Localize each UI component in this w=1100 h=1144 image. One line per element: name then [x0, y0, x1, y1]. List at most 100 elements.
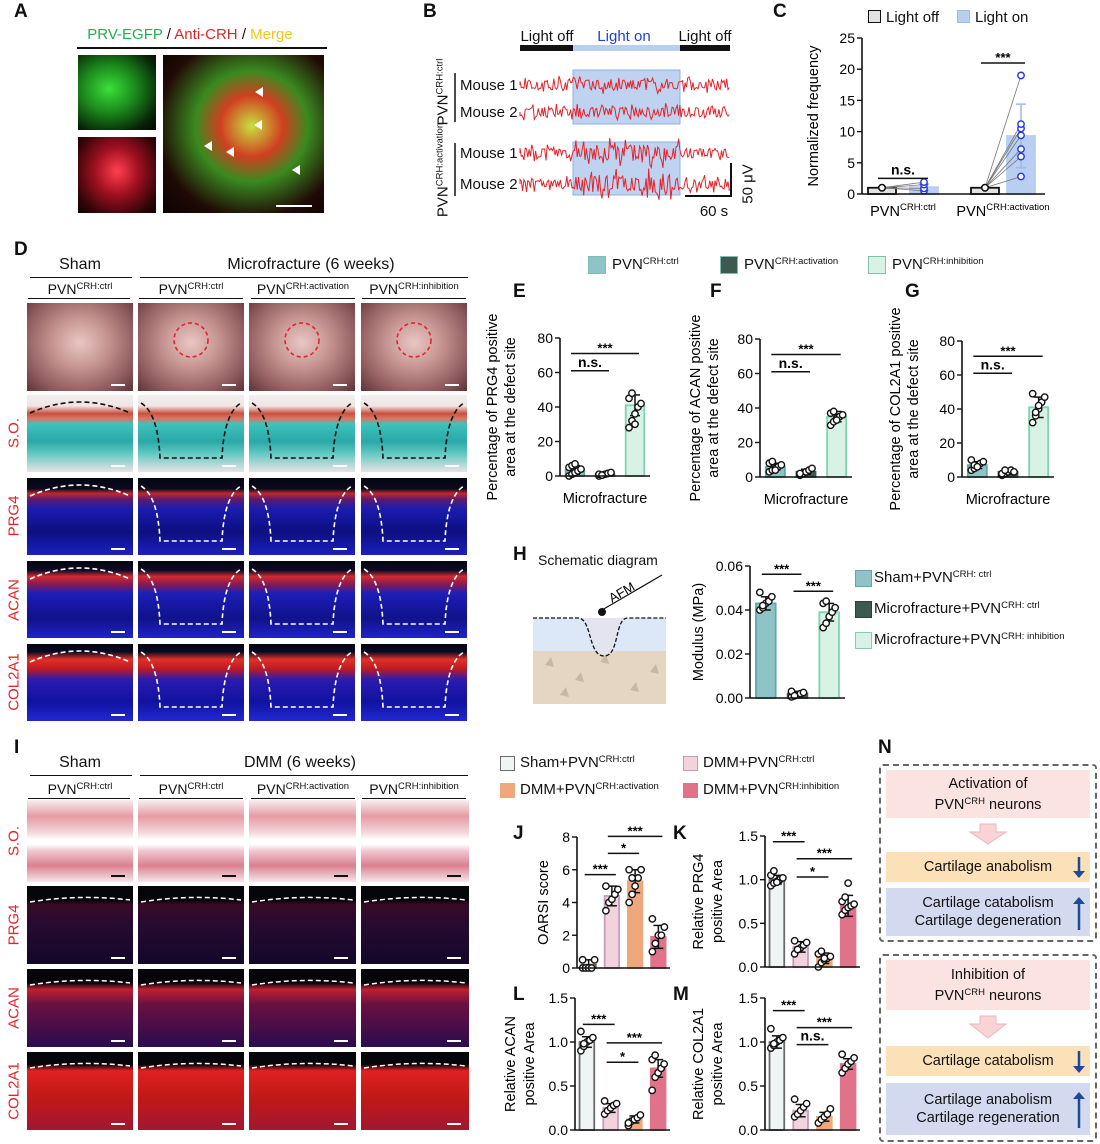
- data-point: [850, 900, 859, 909]
- bar: [603, 895, 620, 969]
- y-axis-label: positive Area: [522, 1022, 538, 1106]
- defect-boundary: [363, 568, 465, 625]
- data-point: [607, 468, 615, 477]
- defect-boundary: [363, 651, 465, 708]
- y-tick-label: 40: [737, 400, 753, 416]
- gross-image: [138, 303, 244, 391]
- col2a1-stain-image: [361, 644, 467, 721]
- y-tick-label: 1.0: [739, 872, 759, 888]
- data-point: [1017, 120, 1025, 129]
- y-tick-label: 4: [562, 895, 570, 911]
- x-axis-label: Microfracture: [563, 491, 648, 507]
- column-header: PVNCRH:activation: [256, 781, 350, 797]
- data-point: [628, 874, 637, 882]
- divider: [251, 298, 355, 299]
- paired-line: [984, 123, 1022, 188]
- afm-cantilever: [601, 574, 663, 611]
- sham-header: Sham: [59, 256, 101, 273]
- defect-site-circle: [396, 322, 432, 358]
- defect-boundary: [251, 402, 353, 459]
- mouse-label: Mouse 1: [460, 77, 518, 94]
- arrowhead-icon: [204, 141, 212, 151]
- separator: /: [162, 26, 175, 43]
- cartilage-surface: [251, 979, 354, 986]
- activation-summary-box: [879, 764, 1097, 942]
- legend-light-on: Light on: [975, 9, 1029, 26]
- y-tick-label: 60: [737, 366, 753, 382]
- data-point: [613, 885, 622, 894]
- y-tick-label: 80: [939, 333, 955, 349]
- col2a1-stain-image: [249, 1052, 356, 1130]
- panel-label-l: L: [513, 984, 525, 1005]
- so-stain-image: [361, 395, 467, 472]
- chart-f: 0 20 40 60 80 Percentage of ACAN positive area…: [688, 315, 852, 508]
- data-point: [1010, 467, 1018, 476]
- data-point: [577, 465, 585, 473]
- data-point: [802, 938, 811, 947]
- category-label: PVNCRH:ctrl: [870, 202, 936, 220]
- panel-label-k: K: [673, 823, 687, 844]
- data-point: [769, 1039, 778, 1048]
- significance-label: ***: [628, 823, 644, 838]
- light-on-window: [572, 69, 681, 125]
- significance-label: n.s.: [891, 161, 915, 177]
- y-tick-label: 0.0: [549, 1122, 569, 1138]
- data-point: [631, 420, 639, 429]
- data-point: [1028, 418, 1037, 427]
- acan-stain-image: [361, 561, 467, 638]
- divider: [30, 277, 132, 278]
- defect-boundary: [140, 402, 242, 459]
- anabolism-box: Cartilage anabolism Cartilage regeneratio…: [886, 1083, 1090, 1135]
- y-tick-label: 20: [939, 435, 955, 451]
- chart-g: 0 20 40 60 80 Percentage of COL2A1 positive ar…: [888, 307, 1054, 511]
- so-stain-image: [249, 395, 355, 472]
- data-point: [755, 588, 764, 597]
- bone-texture: [630, 682, 639, 692]
- divider: [139, 298, 243, 299]
- category-sup: CRH:ctrl: [900, 202, 936, 213]
- y-tick-label: 10: [839, 124, 855, 140]
- significance-label: n.s.: [981, 356, 1005, 372]
- prg4-stain-image: [27, 478, 133, 555]
- prg4-stain-image: [27, 886, 133, 964]
- y-tick-label: 0: [947, 469, 955, 485]
- electrophysiology-trace: [519, 168, 730, 200]
- y-tick-label: 6: [562, 862, 570, 878]
- significance-label: *: [810, 864, 816, 879]
- data-point: [878, 183, 886, 192]
- y-axis-label: Normalized frequency: [806, 45, 822, 187]
- y-tick-label: 2: [562, 927, 570, 943]
- cartilage-surface: [251, 896, 354, 903]
- data-point: [657, 931, 666, 940]
- y-tick-label: 1.0: [739, 1034, 759, 1050]
- cartilage-boundary: [29, 650, 131, 663]
- microfracture-header: Microfracture (6 weeks): [227, 256, 395, 273]
- y-axis-label: OARSI score: [536, 860, 552, 945]
- data-point: [829, 407, 838, 416]
- legend-swatch-light-off: [868, 10, 881, 23]
- cartilage-surface: [140, 979, 242, 986]
- anti-crh-image: [78, 137, 156, 213]
- legend-label: PVNCRH:inhibition: [892, 256, 984, 273]
- activation-title-box: Activation of PVNCRH neurons: [886, 770, 1090, 818]
- legend-light-off: Light off: [886, 9, 940, 26]
- category-base: PVN: [956, 204, 986, 220]
- col2a1-stain-image: [27, 1052, 133, 1130]
- data-point: [571, 460, 579, 468]
- gross-image: [361, 303, 467, 391]
- data-point: [625, 898, 634, 907]
- data-point: [625, 865, 634, 874]
- cartilage-surface: [29, 1062, 131, 1069]
- column-header: PVNCRH:ctrl: [158, 281, 224, 297]
- y-axis-label: Relative PRG4: [691, 854, 707, 950]
- y-axis-label: area at the defect site: [503, 337, 519, 476]
- arrowhead-icon: [255, 87, 263, 97]
- panel-label-j: J: [513, 823, 524, 844]
- data-point: [766, 1024, 775, 1033]
- divider: [140, 775, 468, 776]
- divider: [77, 47, 327, 49]
- schematic-title: Schematic diagram: [538, 552, 658, 568]
- y-tick-label: 1.5: [739, 828, 759, 844]
- y-tick-label: 0: [847, 186, 855, 202]
